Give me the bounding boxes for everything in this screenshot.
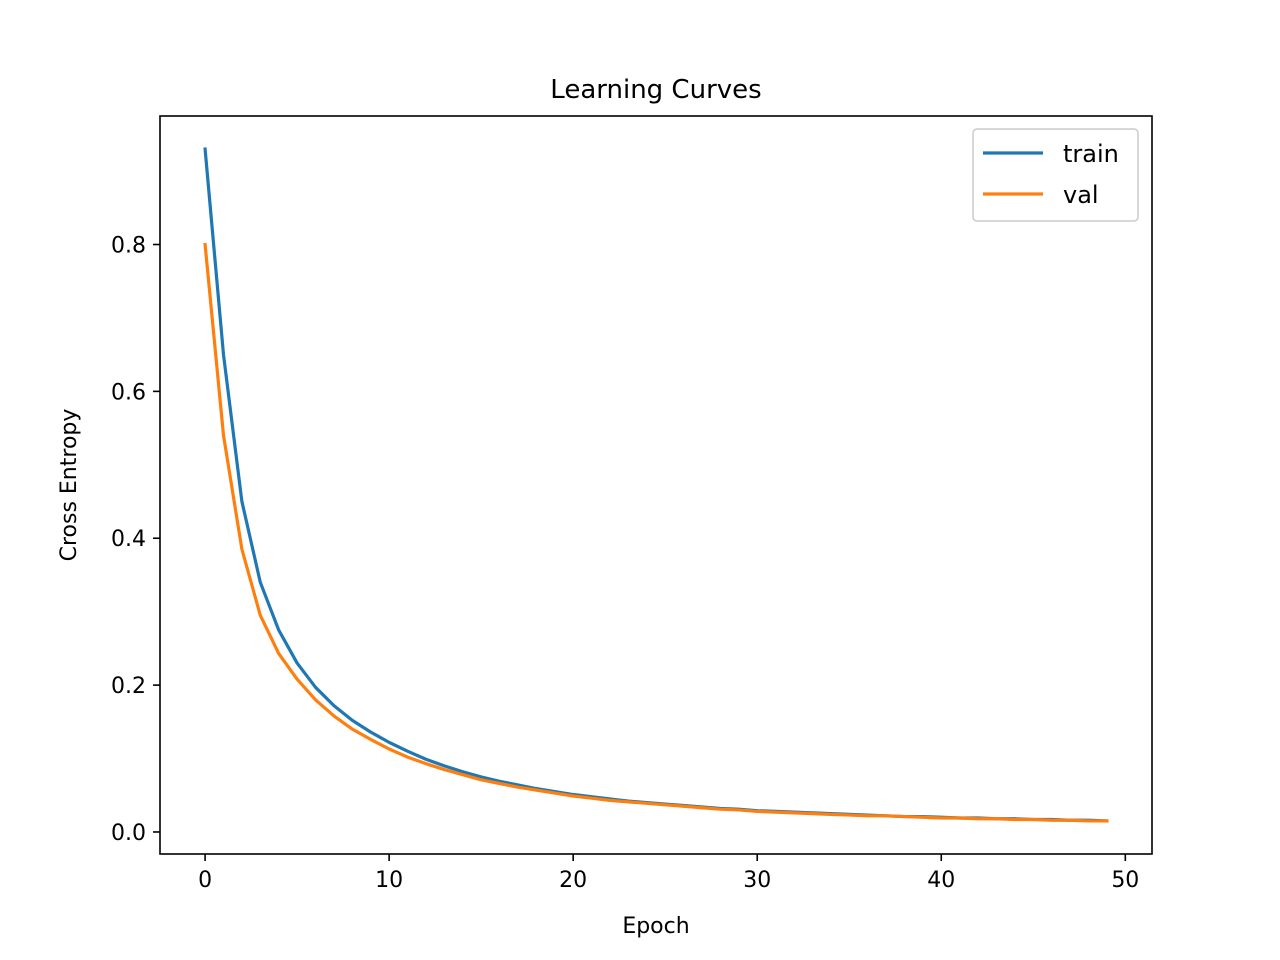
legend-label-train: train (1063, 140, 1119, 168)
x-axis-ticks: 0 10 20 30 40 50 (198, 854, 1139, 893)
chart-title: Learning Curves (550, 75, 761, 105)
x-tick-label: 0 (198, 868, 212, 893)
y-axis-ticks: 0.0 0.2 0.4 0.6 0.8 (111, 234, 160, 846)
series-line-val (203, 242, 1109, 823)
y-tick-label: 0.2 (111, 674, 146, 699)
series-layer (203, 147, 1109, 823)
legend: train val (972, 128, 1139, 222)
y-tick-label: 0.6 (111, 380, 146, 405)
x-axis-label: Epoch (622, 914, 689, 939)
x-tick-label: 50 (1111, 868, 1139, 893)
x-tick-label: 40 (927, 868, 955, 893)
y-tick-label: 0.4 (111, 527, 146, 552)
legend-label-val: val (1063, 181, 1099, 209)
y-tick-label: 0.8 (111, 234, 146, 259)
y-tick-label: 0.0 (111, 821, 146, 846)
y-axis-label: Cross Entropy (57, 409, 82, 562)
plot-frame (159, 115, 1153, 855)
x-tick-label: 10 (375, 868, 403, 893)
x-tick-label: 30 (743, 868, 771, 893)
x-tick-label: 20 (559, 868, 587, 893)
